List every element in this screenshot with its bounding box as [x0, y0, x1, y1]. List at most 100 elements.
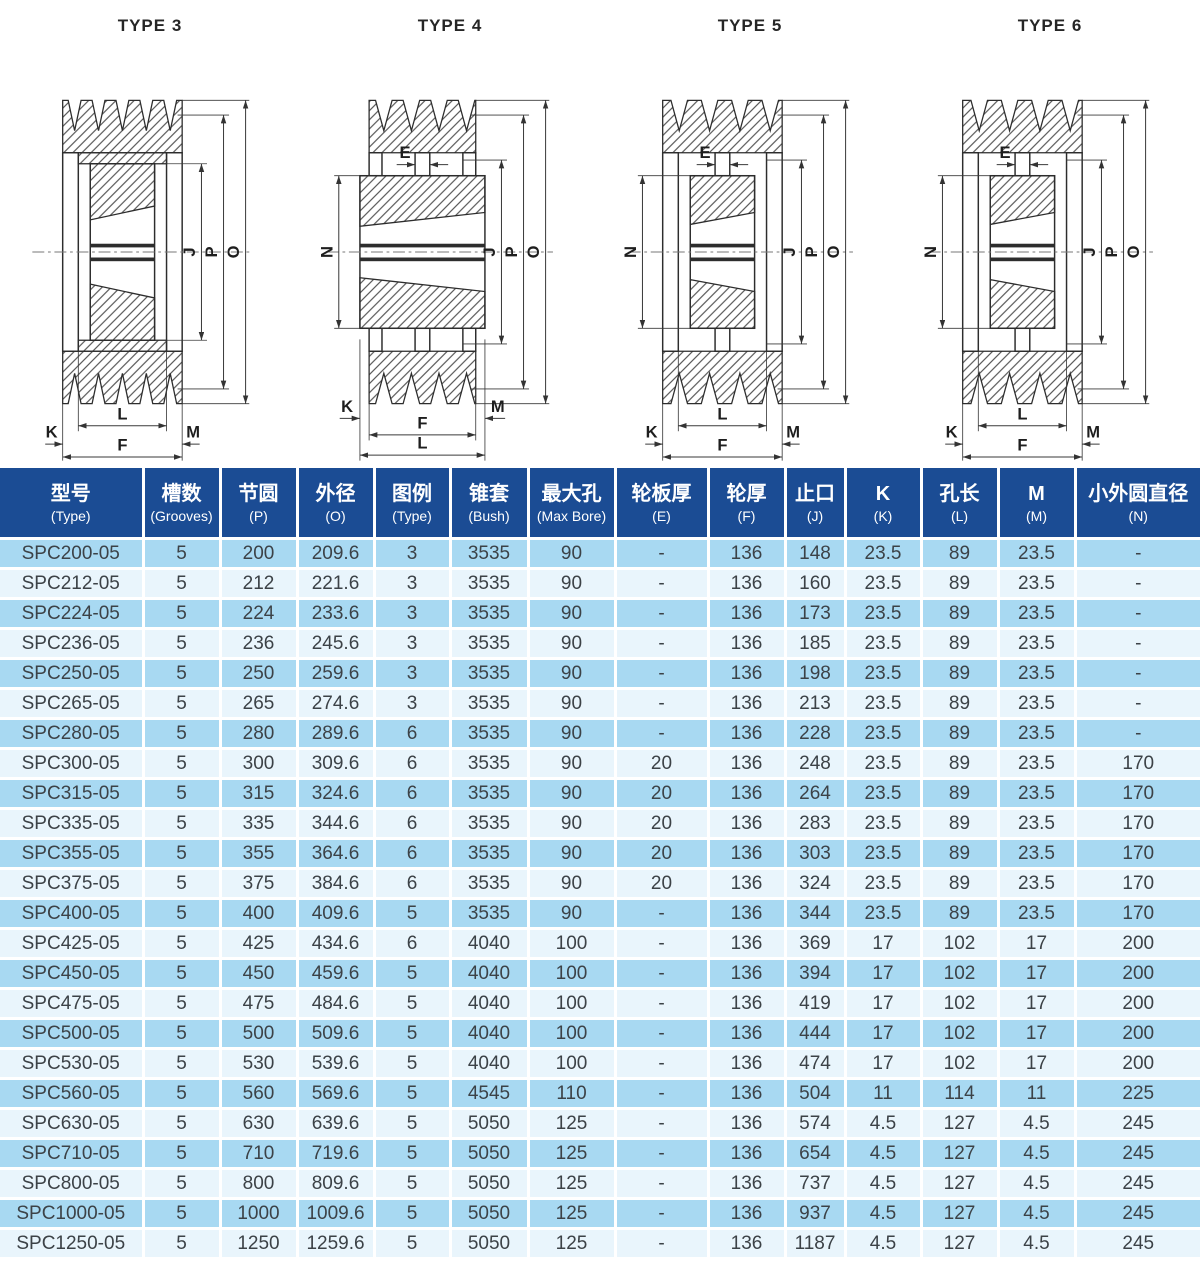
dim-label-l: L — [1017, 404, 1027, 423]
value-cell: 17 — [998, 958, 1077, 990]
table-row: SPC530-05 5 530 539.6 5 4040 100-136 474 17 102 17… — [0, 1048, 1200, 1080]
value-cell: 1000 — [220, 1198, 299, 1230]
dim-label-p: P — [502, 246, 521, 257]
value-cell: 384.6 — [297, 868, 376, 900]
value-cell: 4.5 — [845, 1138, 923, 1170]
value-cell: - — [615, 718, 710, 750]
pulley-type-diagrams: TYPE 3 — [0, 0, 1200, 468]
value-cell: 200 — [1075, 1048, 1200, 1080]
value-cell: 23.5 — [998, 808, 1077, 840]
value-cell: 5 — [143, 1168, 222, 1200]
table-row: SPC450-05 5 450 459.6 5 4040 100-136 394 17 102 17… — [0, 958, 1200, 990]
dim-label-o: O — [1124, 245, 1143, 258]
col-header-2: 节圆 (P) — [220, 468, 299, 540]
value-cell: 4.5 — [998, 1198, 1077, 1230]
value-cell: 5 — [143, 1048, 222, 1080]
dim-label-n: N — [317, 246, 336, 258]
value-cell: 136 — [708, 778, 787, 810]
value-cell: 23.5 — [998, 778, 1077, 810]
value-cell: 90 — [528, 778, 617, 810]
model-cell: SPC265-05 — [0, 688, 145, 720]
value-cell: 125 — [528, 1168, 617, 1200]
value-cell: 200 — [1075, 1018, 1200, 1050]
dim-label-o: O — [224, 245, 243, 258]
dim-label-o: O — [524, 245, 543, 258]
value-cell: - — [1075, 628, 1200, 660]
value-cell: 89 — [921, 688, 1000, 720]
dim-label-l: L — [117, 404, 127, 423]
value-cell: 3535 — [450, 688, 530, 720]
dim-label-n: N — [921, 246, 940, 258]
value-cell: 3535 — [450, 598, 530, 630]
value-cell: 4.5 — [998, 1108, 1077, 1140]
value-cell: 355 — [220, 838, 299, 870]
value-cell: 259.6 — [297, 658, 376, 690]
value-cell: 6 — [374, 838, 452, 870]
value-cell: 221.6 — [297, 568, 376, 600]
col-header-7: 轮板厚 (E) — [615, 468, 710, 540]
value-cell: 11 — [998, 1078, 1077, 1110]
model-cell: SPC212-05 — [0, 568, 145, 600]
dim-label-j: J — [1080, 247, 1099, 256]
value-cell: 23.5 — [845, 568, 923, 600]
value-cell: 1009.6 — [297, 1198, 376, 1230]
value-cell: 89 — [921, 778, 1000, 810]
value-cell: 6 — [374, 748, 452, 780]
value-cell: 213 — [785, 688, 847, 720]
value-cell: 344 — [785, 898, 847, 930]
value-cell: 5 — [143, 868, 222, 900]
col-header-0: 型号 (Type) — [0, 468, 145, 540]
table-row: SPC375-05 5 375 384.6 6 3535 90 20 136 324 23.5 89 2… — [0, 868, 1200, 900]
value-cell: 504 — [785, 1078, 847, 1110]
value-cell: - — [615, 928, 710, 960]
value-cell: 20 — [615, 808, 710, 840]
diagram-title: TYPE 6 — [1017, 16, 1083, 35]
value-cell: 5 — [143, 538, 222, 570]
dim-label-k: K — [46, 423, 58, 442]
value-cell: 23.5 — [998, 598, 1077, 630]
value-cell: 173 — [785, 598, 847, 630]
value-cell: 23.5 — [845, 838, 923, 870]
value-cell: 102 — [921, 1048, 1000, 1080]
table-row: SPC710-05 5 710 719.6 5 5050 125-136 654 4.5 127 4… — [0, 1138, 1200, 1170]
value-cell: 170 — [1075, 898, 1200, 930]
value-cell: 136 — [708, 928, 787, 960]
model-cell: SPC224-05 — [0, 598, 145, 630]
value-cell: 114 — [921, 1078, 1000, 1110]
model-cell: SPC530-05 — [0, 1048, 145, 1080]
col-header-10: K (K) — [845, 468, 923, 540]
value-cell: 344.6 — [297, 808, 376, 840]
value-cell: 20 — [615, 778, 710, 810]
dim-label-f: F — [717, 436, 727, 455]
value-cell: 200 — [1075, 928, 1200, 960]
value-cell: 148 — [785, 538, 847, 570]
table-row: SPC560-05 5 560 569.6 5 4545 110-136 504 11 114 11… — [0, 1078, 1200, 1110]
col-header-9: 止口 (J) — [785, 468, 847, 540]
value-cell: 89 — [921, 598, 1000, 630]
value-cell: - — [615, 898, 710, 930]
table-row: SPC475-05 5 475 484.6 5 4040 100-136 419 17 102 17… — [0, 988, 1200, 1020]
model-cell: SPC1250-05 — [0, 1228, 145, 1260]
dim-label-p: P — [802, 246, 821, 257]
col-header-13: 小外圆直径 (N) — [1075, 468, 1200, 540]
model-cell: SPC300-05 — [0, 748, 145, 780]
table-row: SPC300-05 5 300 309.6 6 3535 90 20 136 248 23.5 89 2… — [0, 748, 1200, 780]
value-cell: 23.5 — [998, 568, 1077, 600]
value-cell: 5 — [143, 628, 222, 660]
value-cell: 434.6 — [297, 928, 376, 960]
value-cell: 3 — [374, 538, 452, 570]
model-cell: SPC200-05 — [0, 538, 145, 570]
value-cell: 335 — [220, 808, 299, 840]
dim-label-k: K — [646, 423, 658, 442]
value-cell: 654 — [785, 1138, 847, 1170]
value-cell: 23.5 — [845, 868, 923, 900]
value-cell: 6 — [374, 778, 452, 810]
value-cell: 212 — [220, 568, 299, 600]
value-cell: 3 — [374, 598, 452, 630]
value-cell: 3535 — [450, 748, 530, 780]
model-cell: SPC630-05 — [0, 1108, 145, 1140]
value-cell: 136 — [708, 718, 787, 750]
value-cell: 710 — [220, 1138, 299, 1170]
value-cell: 5 — [374, 898, 452, 930]
